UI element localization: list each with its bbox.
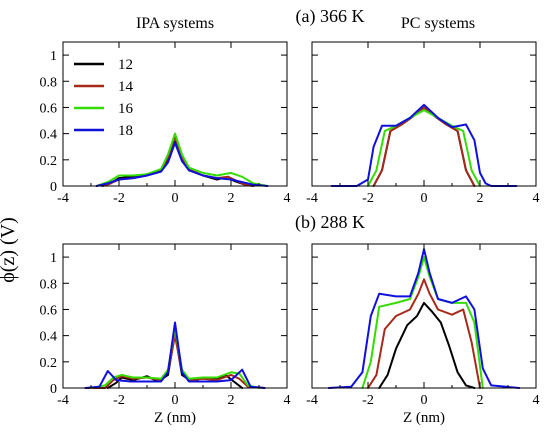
x-tick-label: -4 xyxy=(306,191,318,206)
series-line-16 xyxy=(95,132,269,187)
column-title-ipa: IPA systems xyxy=(136,15,214,32)
x-tick-label: -2 xyxy=(362,191,374,206)
y-tick-label: 0.6 xyxy=(40,303,58,318)
series-line-14 xyxy=(84,334,266,389)
series-line-18 xyxy=(84,321,266,389)
x-tick-label: 4 xyxy=(533,393,540,408)
row-title-a: (a) 366 K xyxy=(296,6,365,27)
x-tick-label: 2 xyxy=(228,393,235,408)
legend-label-14: 14 xyxy=(118,79,134,95)
x-tick-label: -2 xyxy=(362,393,374,408)
x-tick-label: 4 xyxy=(533,191,540,206)
y-tick-label: 0 xyxy=(50,180,57,195)
x-tick-label: -4 xyxy=(57,191,69,206)
panel-a-PC: -4 -2 0 2 4 xyxy=(306,41,540,206)
plot-frame xyxy=(62,243,288,389)
y-tick-label: 0.2 xyxy=(40,356,58,371)
series-line-14 xyxy=(372,106,476,187)
series-line-18 xyxy=(327,248,521,389)
y-tick-label: 1 xyxy=(50,49,57,64)
x-tick-label: -2 xyxy=(113,393,125,408)
series-line-12 xyxy=(372,106,476,187)
x-tick-label: 0 xyxy=(172,393,179,408)
series-line-12 xyxy=(106,332,244,389)
series-line-12 xyxy=(378,301,476,389)
x-tick-label: 4 xyxy=(284,191,291,206)
y-tick-label: 0 xyxy=(50,382,57,397)
y-tick-label: 0.6 xyxy=(40,101,58,116)
x-tick-label: 2 xyxy=(228,191,235,206)
y-axis-label: ϕ(z) (V) xyxy=(0,217,19,283)
legend-label-18: 18 xyxy=(118,123,133,139)
panel-a-IPA: -4 -2 0 2 4 0 0.2 0.4 0.6 0.8 1 xyxy=(40,41,291,206)
legend-label-16: 16 xyxy=(118,101,134,117)
x-axis-label: Z (nm) xyxy=(403,410,445,426)
x-tick-label: -4 xyxy=(306,393,318,408)
x-tick-label: 4 xyxy=(284,393,291,408)
series-line-14 xyxy=(367,278,481,389)
x-tick-label: 2 xyxy=(477,393,484,408)
series-line-16 xyxy=(367,109,481,187)
y-tick-label: 0.4 xyxy=(40,330,58,345)
legend-label-12: 12 xyxy=(118,57,133,73)
y-tick-label: 0.8 xyxy=(40,277,58,292)
x-tick-label: 0 xyxy=(421,191,428,206)
panel-b-IPA: -4 -2 0 2 4 0 0.2 0.4 0.6 0.8 1 Z (nm) xyxy=(40,243,291,426)
y-tick-label: 0.8 xyxy=(40,75,58,90)
panel-b-PC: -4 -2 0 2 4 Z (nm) xyxy=(306,243,540,426)
series-line-18 xyxy=(330,103,518,187)
x-tick-label: -4 xyxy=(57,393,69,408)
row-title-b: (b) 288 K xyxy=(295,212,365,233)
plot-frame xyxy=(311,243,537,389)
y-tick-label: 1 xyxy=(50,251,57,266)
series-line-18 xyxy=(95,141,269,187)
column-title-pc: PC systems xyxy=(401,15,475,32)
y-tick-label: 0.4 xyxy=(40,128,58,143)
y-tick-label: 0.2 xyxy=(40,154,58,169)
x-tick-label: 2 xyxy=(477,191,484,206)
plot-frame xyxy=(311,41,537,187)
x-tick-label: 0 xyxy=(421,393,428,408)
legend: 12 14 16 18 xyxy=(74,57,134,139)
x-axis-label: Z (nm) xyxy=(154,410,196,426)
x-tick-label: -2 xyxy=(113,191,125,206)
series-line-16 xyxy=(361,256,484,389)
x-tick-label: 0 xyxy=(172,191,179,206)
